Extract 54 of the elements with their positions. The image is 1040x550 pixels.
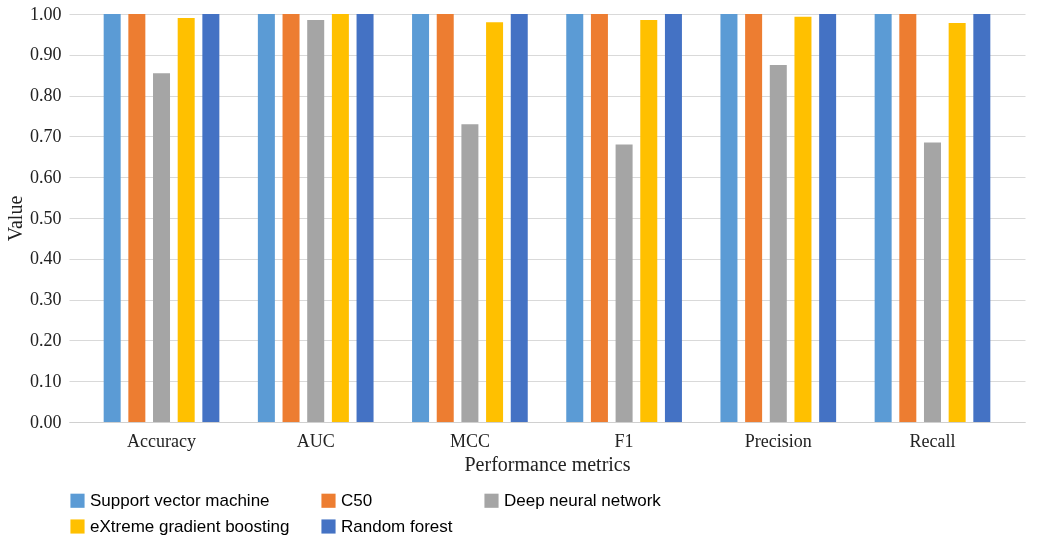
bar: [257, 14, 275, 422]
bar: [640, 20, 658, 422]
x-tick-label: Accuracy: [127, 430, 196, 451]
bar: [948, 22, 966, 422]
bar: [510, 14, 528, 422]
x-tick-label: Precision: [744, 430, 812, 451]
y-tick-label: 0.20: [30, 329, 62, 350]
bar: [745, 14, 763, 422]
bar: [899, 14, 917, 422]
bar: [769, 65, 787, 422]
bar: [923, 142, 941, 422]
legend-label: C50: [341, 490, 373, 510]
bar: [819, 14, 837, 422]
bar: [331, 14, 349, 422]
bar: [566, 14, 584, 422]
bar: [103, 14, 121, 422]
y-tick-label: 0.30: [30, 289, 62, 310]
bar: [794, 16, 812, 422]
x-tick-label: Recall: [909, 430, 956, 451]
y-tick-label: 0.40: [30, 248, 62, 269]
y-tick-label: 0.80: [30, 85, 62, 106]
bar: [615, 144, 633, 422]
bar: [590, 14, 608, 422]
y-tick-label: 1.00: [30, 3, 62, 24]
bar: [177, 18, 195, 422]
bar: [664, 14, 682, 422]
bar: [356, 14, 374, 422]
bar: [874, 14, 892, 422]
x-tick-label: AUC: [296, 430, 335, 451]
bar: [202, 14, 220, 422]
bar: [436, 14, 454, 422]
y-tick-label: 0.00: [30, 411, 62, 432]
y-tick-label: 0.90: [30, 44, 62, 65]
y-axis-title: Value: [4, 195, 26, 242]
legend-label: Deep neural network: [504, 490, 662, 510]
x-axis-title: Performance metrics: [464, 452, 631, 475]
legend-label: eXtreme gradient boosting: [90, 516, 290, 536]
x-tick-label: F1: [614, 430, 634, 451]
x-tick-label: MCC: [449, 430, 490, 451]
y-tick-label: 0.10: [30, 370, 62, 391]
legend-label: Support vector machine: [90, 490, 270, 510]
bar: [153, 73, 171, 422]
legend-label: Random forest: [341, 516, 453, 536]
bar: [461, 124, 479, 422]
bar: [720, 14, 738, 422]
bar: [307, 20, 325, 422]
y-tick-label: 0.70: [30, 125, 62, 146]
y-tick-label: 0.50: [30, 207, 62, 228]
y-tick-label: 0.60: [30, 166, 62, 187]
bar: [486, 22, 504, 422]
bar: [128, 14, 146, 422]
bar: [412, 14, 430, 422]
bar: [282, 14, 300, 422]
bar: [973, 14, 991, 422]
